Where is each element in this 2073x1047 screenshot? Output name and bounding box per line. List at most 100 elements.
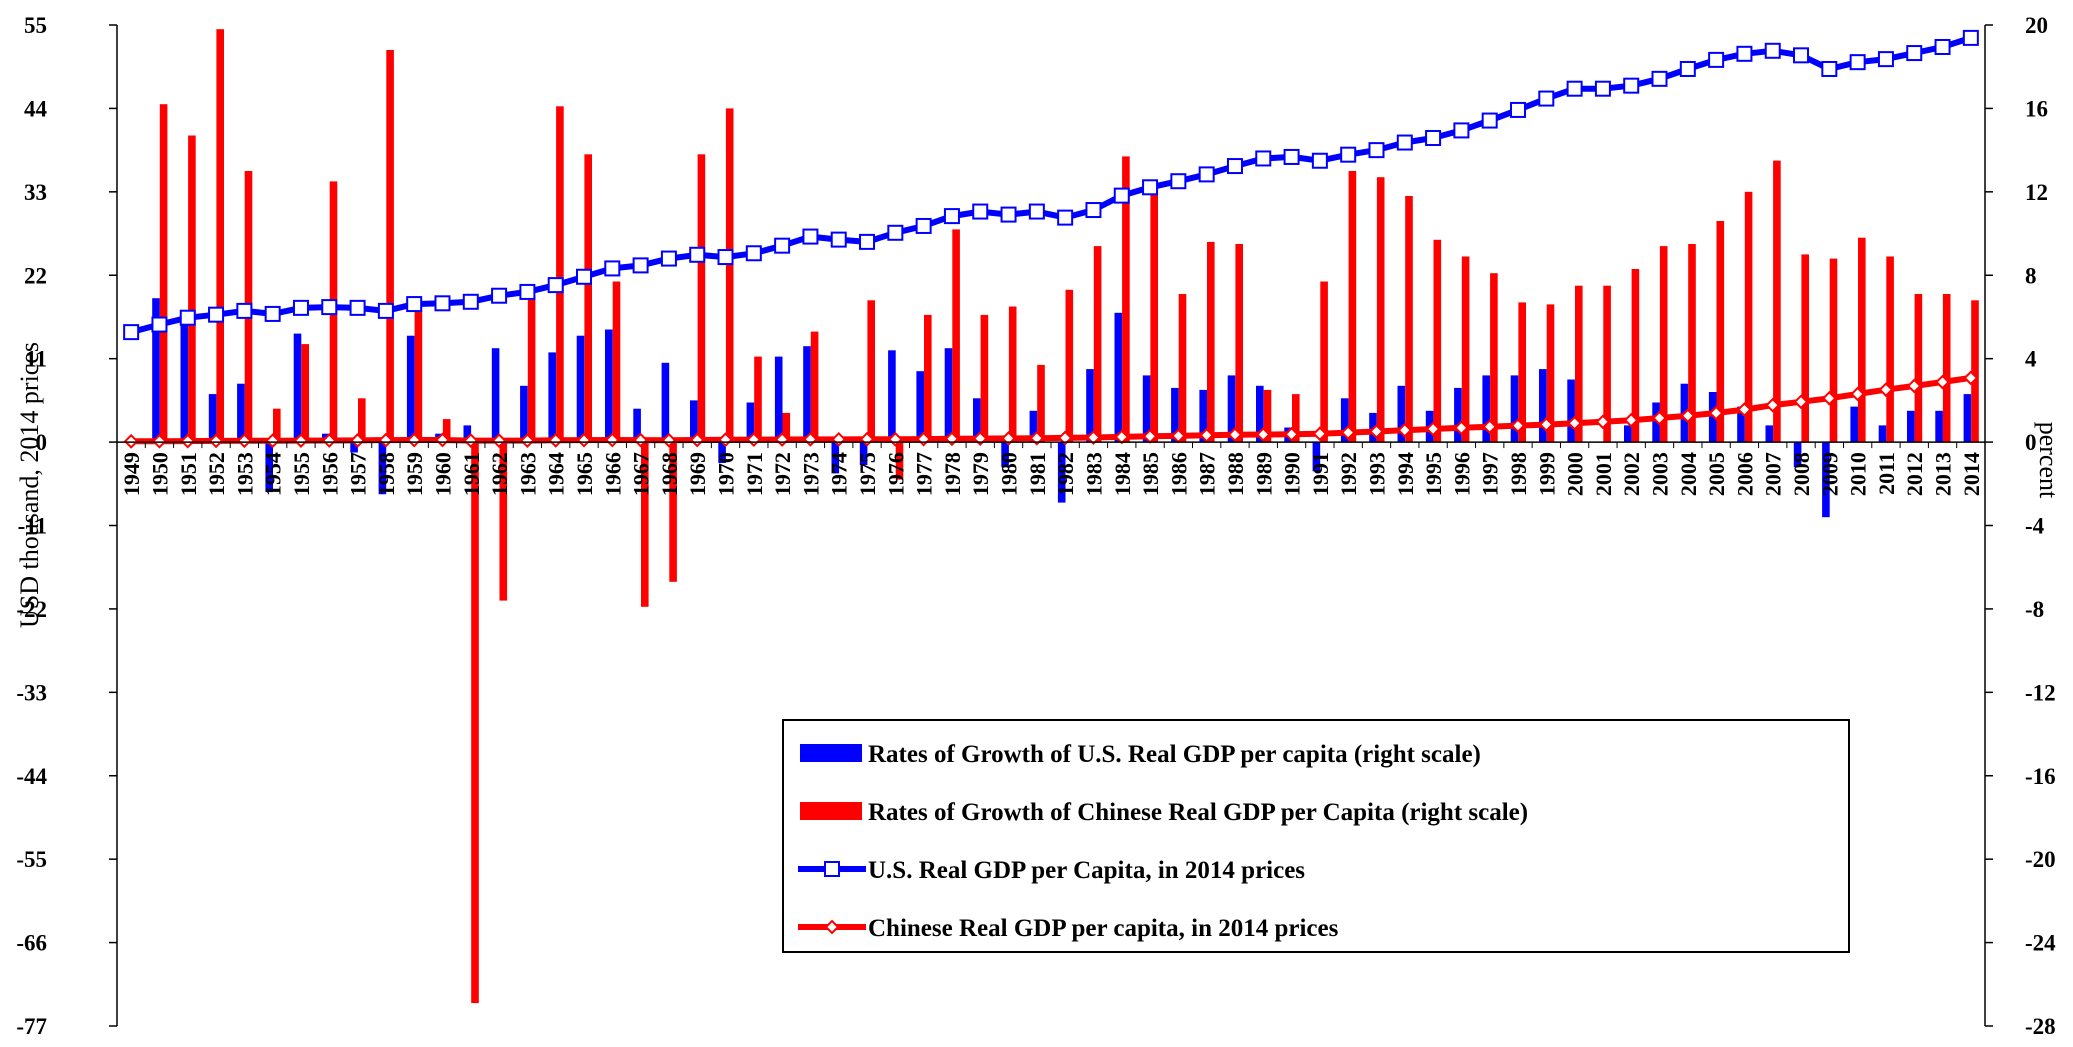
china-gdp-marker-2009: [1821, 390, 1837, 406]
china-growth-bar-1987: [1207, 241, 1215, 443]
china-growth-bar-1985: [1150, 193, 1158, 443]
x-tick-label: 1988: [1223, 452, 1248, 496]
china-growth-bar-1967: [641, 442, 649, 607]
right-axis-title: percent: [2034, 422, 2063, 499]
us-growth-bar-1978: [944, 348, 953, 442]
line-layer: [123, 29, 1979, 449]
us-growth-bar-1952: [208, 394, 217, 443]
us-growth-bar-1993: [1369, 412, 1377, 443]
china-gdp-marker-1963: [519, 433, 535, 448]
x-tick-label: 1959: [402, 452, 427, 496]
x-tick-label: 1958: [374, 452, 399, 496]
us-gdp-marker-2004: [1679, 60, 1696, 77]
x-tick-label: 1951: [176, 452, 201, 496]
china-gdp-marker-1990: [1284, 426, 1299, 442]
x-tick-label: 1992: [1336, 452, 1361, 496]
china-gdp-marker-1964: [548, 432, 564, 448]
us-gdp-marker-1955: [292, 299, 309, 316]
china-growth-bar-1955: [301, 344, 309, 443]
china-growth-bar-1964: [556, 106, 564, 443]
us-gdp-marker-1988: [1226, 158, 1243, 175]
china-gdp-marker-2010: [1850, 386, 1866, 402]
us-gdp-marker-2007: [1764, 42, 1781, 59]
us-growth-bar-1977: [916, 371, 924, 443]
china-gdp-marker-1949: [123, 433, 139, 449]
us-growth-bar-1955: [293, 333, 302, 442]
china-growth-bar-1950: [159, 104, 168, 442]
china-growth-bar-1989: [1263, 389, 1272, 442]
china-gdp-marker-1952: [208, 433, 224, 449]
us-growth-bar-2005: [1708, 392, 1717, 443]
us-gdp-marker-1985: [1142, 179, 1159, 196]
us-growth-bar-1992: [1340, 398, 1349, 443]
us-growth-bar-1957: [350, 442, 358, 453]
us-growth-bar-1954: [265, 442, 273, 493]
left-tick-label: -77: [16, 1014, 47, 1039]
china-gdp-marker-1958: [378, 432, 394, 448]
x-tick-label: 1968: [657, 452, 682, 496]
x-tick-label: 1979: [968, 452, 993, 496]
china-gdp-marker-1950: [152, 433, 167, 449]
china-gdp-marker-1994: [1397, 422, 1413, 438]
legend-marker: [824, 919, 840, 935]
china-growth-bar-2005: [1716, 221, 1725, 443]
china-gdp-marker-2004: [1680, 408, 1696, 424]
china-gdp-marker-1955: [293, 433, 309, 449]
china-gdp-marker-2008: [1793, 394, 1809, 410]
us-gdp-marker-1972: [774, 237, 791, 254]
legend-marker: [824, 861, 840, 877]
china-growth-bar-1999: [1546, 304, 1555, 442]
left-axis-title: USD thousand, 2014 prices: [15, 342, 44, 628]
x-tick-label: 1999: [1534, 452, 1559, 496]
us-growth-bar-1989: [1256, 385, 1264, 443]
us-gdp-marker-1954: [264, 305, 281, 322]
right-tick-label: -4: [2025, 514, 2045, 539]
china-gdp-marker-1981: [1029, 430, 1045, 446]
us-growth-bar-2007: [1765, 425, 1774, 443]
china-gdp-marker-2005: [1708, 405, 1724, 421]
china-growth-bar-1996: [1461, 256, 1470, 443]
us-gdp-marker-2008: [1793, 47, 1810, 64]
us-gdp-marker-1958: [377, 302, 394, 319]
china-growth-bar-1995: [1433, 239, 1442, 443]
us-gdp-marker-1998: [1510, 101, 1526, 118]
china-growth-bar-1957: [358, 398, 366, 443]
china-gdp-marker-1951: [180, 433, 196, 449]
us-gdp-marker-1994: [1396, 134, 1413, 151]
china-growth-bar-1971: [754, 356, 762, 443]
us-growth-bar-1991: [1312, 442, 1321, 472]
china-growth-bar-2007: [1773, 160, 1781, 443]
china-growth-bar-1960: [442, 419, 451, 442]
right-tick-label: 16: [2025, 96, 2048, 121]
china-growth-bar-1965: [584, 154, 592, 443]
x-tick-label: 1994: [1393, 452, 1418, 496]
label-layer: USD thousand, 2014 prices percent: [15, 342, 2063, 628]
china-growth-bar-1962: [499, 442, 508, 601]
x-tick-label: 2006: [1732, 452, 1757, 496]
left-tick-label: 22: [24, 263, 47, 288]
us-growth-bar-1962: [491, 348, 500, 442]
china-gdp-marker-1989: [1255, 427, 1271, 442]
left-tick-label: 11: [25, 347, 47, 372]
china-growth-bar-2000: [1575, 285, 1583, 443]
x-tick-label: 1953: [232, 452, 257, 496]
china-gdp-marker-1995: [1425, 421, 1441, 437]
us-gdp-marker-1956: [321, 299, 338, 316]
us-growth-bar-1959: [406, 335, 415, 443]
china-growth-bar-1969: [697, 154, 706, 443]
us-gdp-marker-1977: [915, 217, 932, 234]
china-gdp-marker-1993: [1369, 424, 1384, 439]
us-gdp-marker-1986: [1170, 173, 1187, 190]
x-tick-label: 2008: [1789, 452, 1814, 496]
us-growth-bar-1963: [520, 385, 528, 443]
china-gdp-marker-1984: [1114, 429, 1130, 445]
china-growth-bar-1951: [188, 135, 196, 443]
china-gdp-marker-1992: [1340, 425, 1356, 441]
china-growth-bar-1966: [612, 281, 621, 443]
us-gdp-marker-1953: [236, 302, 253, 319]
china-gdp-marker-1999: [1538, 417, 1554, 432]
us-growth-bar-1994: [1397, 385, 1406, 443]
china-gdp-marker-1965: [576, 432, 592, 448]
right-tick-label: -12: [2025, 680, 2056, 705]
us-gdp-marker-1967: [632, 257, 649, 274]
